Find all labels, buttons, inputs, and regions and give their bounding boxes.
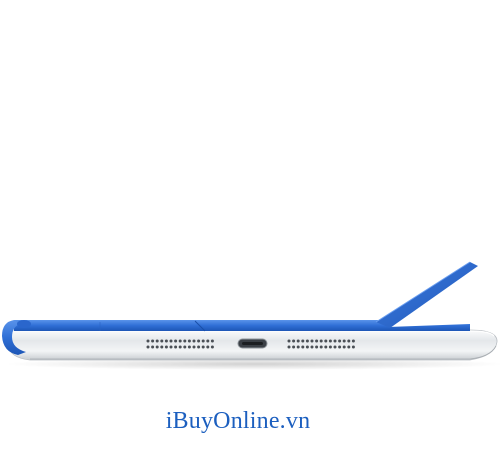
speaker-hole — [333, 339, 337, 343]
speaker-hole — [333, 345, 337, 349]
speaker-hole — [342, 345, 346, 349]
speaker-hole — [210, 345, 214, 349]
speaker-hole — [310, 339, 314, 343]
speaker-hole — [183, 345, 187, 349]
speaker-hole — [324, 339, 328, 343]
speaker-hole — [160, 345, 164, 349]
speaker-hole — [146, 345, 150, 349]
speaker-hole — [164, 345, 168, 349]
speaker-hole — [315, 339, 319, 343]
smart-cover-hinge — [2, 320, 26, 355]
speaker-hole — [319, 339, 323, 343]
speaker-hole — [164, 339, 168, 343]
speaker-hole — [296, 345, 300, 349]
speaker-hole — [305, 339, 309, 343]
speaker-hole — [155, 345, 159, 349]
speaker-hole — [174, 345, 178, 349]
speaker-hole — [292, 345, 296, 349]
speaker-hole — [174, 339, 178, 343]
speaker-hole — [342, 339, 346, 343]
speaker-hole — [197, 339, 201, 343]
body-edge-highlight — [20, 330, 495, 337]
speaker-hole — [160, 339, 164, 343]
speaker-hole — [301, 345, 305, 349]
speaker-hole — [347, 339, 351, 343]
hinge-clip — [17, 320, 31, 328]
speaker-hole — [155, 339, 159, 343]
smart-cover-top — [14, 320, 470, 331]
speaker-hole — [183, 339, 187, 343]
speaker-hole — [201, 345, 205, 349]
speaker-hole — [351, 339, 355, 343]
speaker-hole — [324, 345, 328, 349]
speaker-hole — [310, 345, 314, 349]
speaker-hole — [151, 345, 155, 349]
speaker-hole — [178, 345, 182, 349]
lightning-port-inner — [242, 342, 263, 345]
speaker-hole — [292, 339, 296, 343]
speaker-hole — [301, 339, 305, 343]
smart-cover-flap — [376, 262, 478, 328]
speaker-grille-left — [146, 339, 214, 349]
watermark-text: iBuyOnline.vn — [165, 408, 311, 434]
speaker-hole — [328, 339, 332, 343]
speaker-hole — [206, 339, 210, 343]
speaker-hole — [287, 345, 291, 349]
speaker-hole — [146, 339, 150, 343]
speaker-hole — [328, 345, 332, 349]
speaker-hole — [315, 345, 319, 349]
smart-cover-flap-edge — [375, 261, 471, 323]
speaker-hole — [287, 339, 291, 343]
speaker-hole — [197, 345, 201, 349]
speaker-hole — [206, 345, 210, 349]
speaker-hole — [210, 339, 214, 343]
speaker-hole — [187, 339, 191, 343]
body-edge-shadow — [30, 345, 497, 360]
speaker-hole — [296, 339, 300, 343]
speaker-hole — [338, 339, 342, 343]
speaker-hole — [178, 339, 182, 343]
speaker-hole — [169, 345, 173, 349]
speaker-hole — [201, 339, 205, 343]
speaker-hole — [305, 345, 309, 349]
speaker-hole — [187, 345, 191, 349]
speaker-hole — [192, 339, 196, 343]
speaker-grille-right — [287, 339, 355, 349]
speaker-hole — [192, 345, 196, 349]
speaker-hole — [347, 345, 351, 349]
speaker-hole — [169, 339, 173, 343]
speaker-hole — [319, 345, 323, 349]
speaker-hole — [338, 345, 342, 349]
floor-shadow — [5, 358, 500, 370]
speaker-hole — [351, 345, 355, 349]
cover-seam-1 — [194, 320, 206, 332]
speaker-hole — [151, 339, 155, 343]
